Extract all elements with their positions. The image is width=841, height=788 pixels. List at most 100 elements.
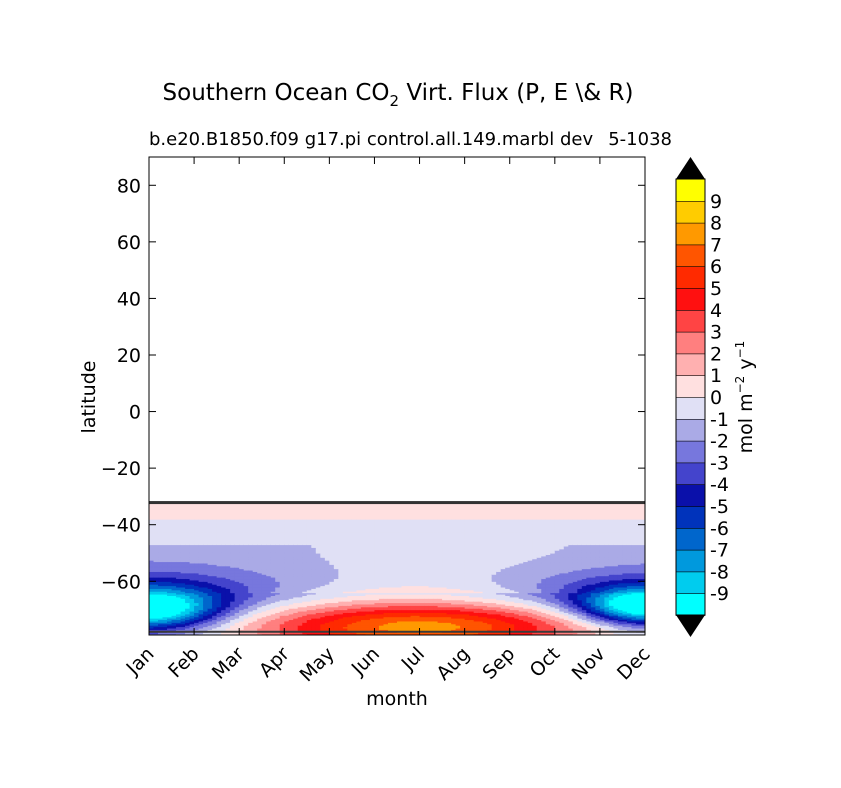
field-cell bbox=[212, 623, 218, 626]
field-cell bbox=[212, 506, 218, 509]
field-cell bbox=[153, 599, 159, 602]
field-cell bbox=[347, 552, 353, 555]
field-cell bbox=[234, 551, 240, 554]
field-cell bbox=[234, 548, 240, 551]
field-cell bbox=[306, 520, 312, 523]
field-cell bbox=[234, 610, 240, 613]
field-cell bbox=[261, 565, 267, 568]
field-cell bbox=[356, 571, 362, 574]
field-cell bbox=[270, 574, 276, 577]
field-cell bbox=[284, 520, 290, 523]
field-cell bbox=[311, 605, 317, 608]
field-cell bbox=[149, 513, 155, 516]
field-cell bbox=[252, 623, 258, 626]
field-cell bbox=[153, 616, 159, 619]
field-cell bbox=[203, 520, 209, 523]
field-cell bbox=[171, 578, 177, 581]
field-cell bbox=[320, 592, 326, 595]
field-cell bbox=[203, 524, 209, 527]
field-cell bbox=[176, 527, 182, 530]
field-cell bbox=[239, 513, 245, 516]
field-cell bbox=[360, 560, 367, 563]
field-cell bbox=[243, 633, 249, 635]
field-cell bbox=[293, 548, 299, 551]
field-cell bbox=[153, 544, 159, 547]
field-cell bbox=[171, 506, 177, 509]
field-cell bbox=[383, 575, 389, 578]
field-cell bbox=[162, 598, 168, 601]
field-cell bbox=[176, 519, 182, 522]
field-cell bbox=[288, 568, 294, 571]
field-cell bbox=[266, 521, 272, 524]
field-cell bbox=[266, 633, 272, 635]
field-cell bbox=[369, 571, 376, 574]
field-cell bbox=[180, 579, 186, 582]
field-cell bbox=[230, 569, 236, 572]
field-cell bbox=[329, 516, 335, 519]
field-cell bbox=[369, 585, 376, 588]
field-cell bbox=[284, 531, 290, 534]
field-cell bbox=[212, 585, 218, 588]
field-cell bbox=[360, 579, 367, 582]
field-cell bbox=[239, 625, 245, 628]
field-cell bbox=[356, 578, 362, 581]
field-cell bbox=[347, 601, 353, 604]
field-cell bbox=[329, 609, 335, 612]
field-cell bbox=[171, 596, 177, 599]
field-cell bbox=[306, 567, 312, 570]
field-cell bbox=[360, 551, 367, 554]
field-cell bbox=[356, 509, 362, 512]
field-cell bbox=[216, 550, 222, 553]
field-cell bbox=[324, 545, 330, 548]
field-cell bbox=[342, 557, 348, 560]
field-cell bbox=[149, 533, 155, 536]
field-cell bbox=[239, 540, 245, 543]
field-cell bbox=[347, 622, 353, 625]
field-cell bbox=[252, 528, 258, 531]
field-cell bbox=[315, 633, 321, 635]
field-cell bbox=[252, 626, 258, 629]
field-cell bbox=[167, 598, 173, 601]
field-cell bbox=[351, 615, 358, 618]
field-cell bbox=[383, 599, 389, 602]
field-cell bbox=[203, 589, 209, 592]
field-cell bbox=[239, 519, 245, 522]
field-cell bbox=[333, 519, 339, 522]
field-cell bbox=[248, 575, 254, 578]
field-cell bbox=[284, 545, 290, 548]
field-cell bbox=[302, 584, 308, 587]
field-cell bbox=[180, 578, 186, 581]
field-cell bbox=[216, 519, 222, 522]
field-cell bbox=[365, 564, 371, 567]
field-cell bbox=[297, 633, 303, 635]
field-cell bbox=[333, 633, 339, 635]
field-cell bbox=[365, 622, 371, 625]
field-cell bbox=[306, 527, 312, 530]
field-cell bbox=[149, 534, 155, 537]
field-cell bbox=[293, 551, 299, 554]
field-cell bbox=[185, 523, 191, 526]
field-cell bbox=[171, 627, 177, 630]
field-cell bbox=[338, 568, 344, 571]
field-cell bbox=[302, 586, 308, 589]
field-cell bbox=[171, 585, 177, 588]
field-cell bbox=[194, 560, 200, 563]
field-cell bbox=[302, 543, 308, 546]
field-cell bbox=[347, 571, 353, 574]
field-cell bbox=[212, 513, 218, 516]
field-cell bbox=[275, 531, 281, 534]
field-cell bbox=[293, 610, 299, 613]
field-cell bbox=[297, 616, 303, 619]
field-cell bbox=[351, 622, 358, 625]
field-cell bbox=[329, 543, 335, 546]
field-cell bbox=[369, 625, 376, 628]
field-cell bbox=[252, 615, 258, 618]
field-cell bbox=[261, 575, 267, 578]
field-cell bbox=[176, 577, 182, 580]
field-cell bbox=[221, 622, 227, 625]
field-cell bbox=[261, 533, 267, 536]
field-cell bbox=[387, 633, 394, 635]
field-cell bbox=[149, 511, 155, 514]
field-cell bbox=[369, 526, 376, 529]
field-cell bbox=[212, 558, 218, 561]
